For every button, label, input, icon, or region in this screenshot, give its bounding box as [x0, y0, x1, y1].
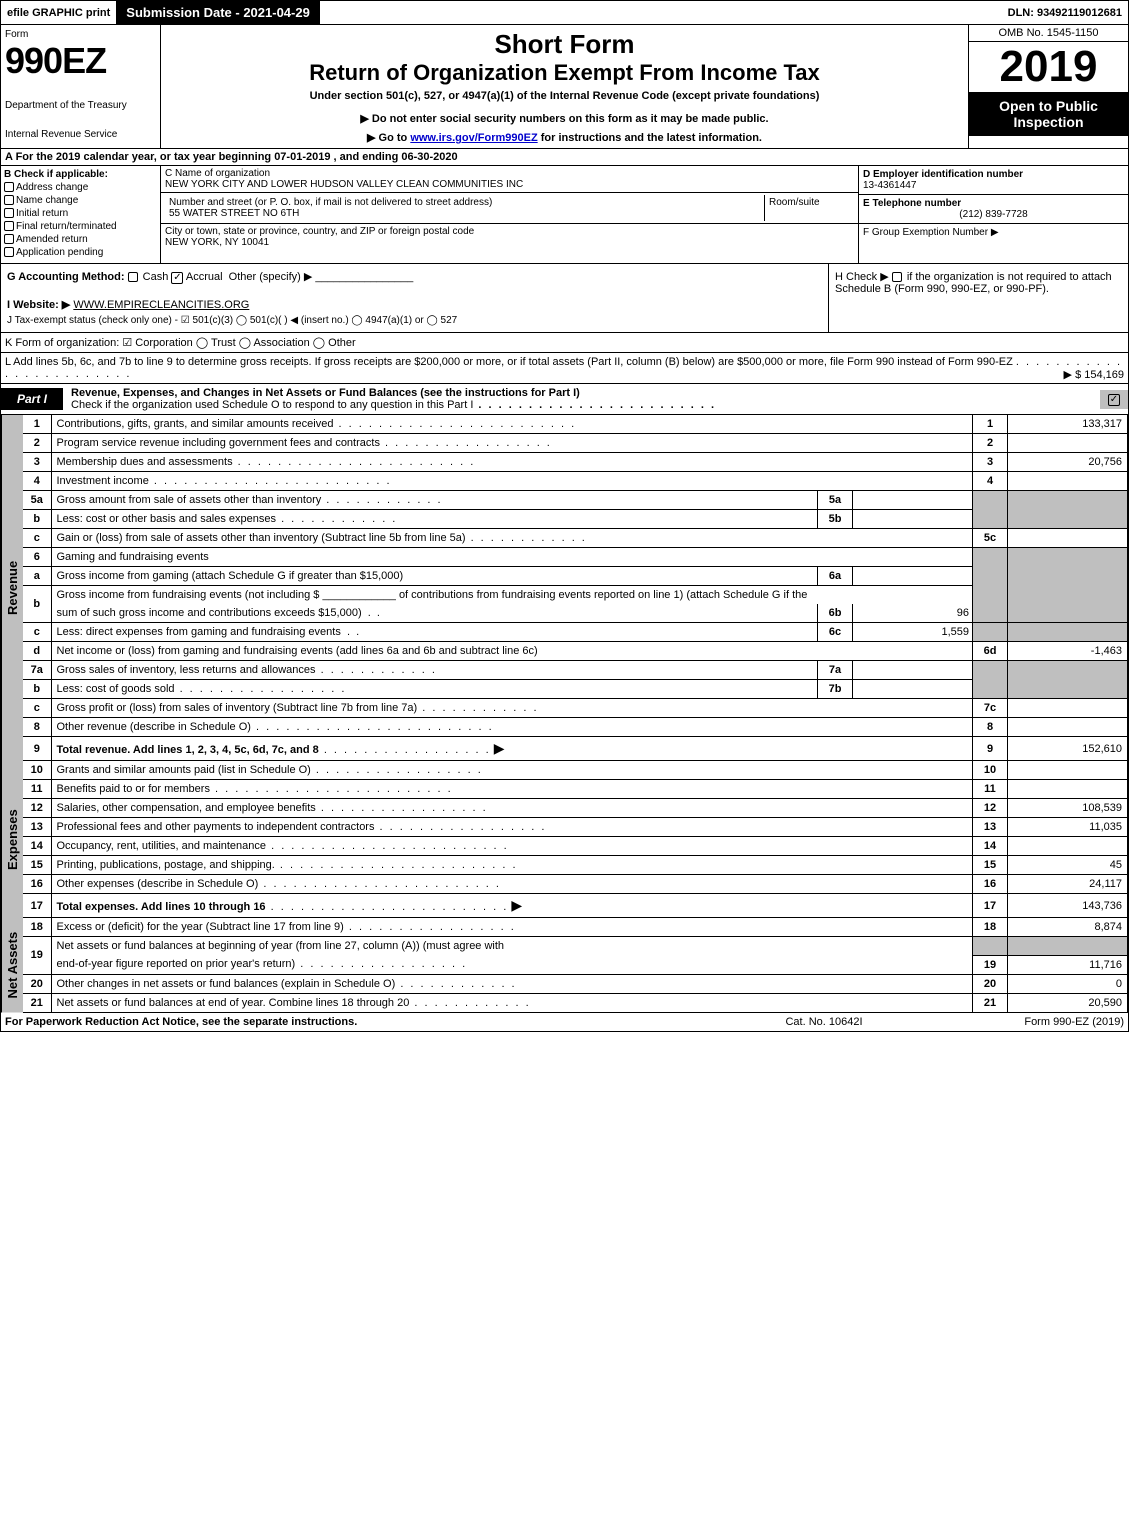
tel-value: (212) 839-7728	[863, 209, 1124, 220]
table-row: bLess: cost or other basis and sales exp…	[23, 510, 1128, 529]
paperwork-notice: For Paperwork Reduction Act Notice, see …	[5, 1016, 724, 1028]
org-info-block: B Check if applicable: Address change Na…	[0, 166, 1129, 264]
footer: For Paperwork Reduction Act Notice, see …	[0, 1013, 1129, 1032]
submission-date: Submission Date - 2021-04-29	[116, 1, 320, 24]
under-section: Under section 501(c), 527, or 4947(a)(1)…	[165, 90, 964, 102]
street-label: Number and street (or P. O. box, if mail…	[169, 197, 760, 208]
irs-link[interactable]: www.irs.gov/Form990EZ	[410, 132, 537, 144]
open-inspection: Open to Public Inspection	[969, 92, 1128, 136]
checkbox-h[interactable]	[892, 272, 902, 282]
ein-label: D Employer identification number	[863, 169, 1023, 180]
c-name-label: C Name of organization	[165, 168, 854, 179]
org-name: NEW YORK CITY AND LOWER HUDSON VALLEY CL…	[165, 179, 523, 190]
table-row: sum of such gross income and contributio…	[23, 604, 1128, 623]
group-exemption-label: F Group Exemption Number ▶	[863, 227, 999, 238]
do-not-enter: ▶ Do not enter social security numbers o…	[165, 112, 964, 125]
section-c: C Name of organization NEW YORK CITY AND…	[161, 166, 858, 263]
table-row: 18Excess or (deficit) for the year (Subt…	[23, 918, 1128, 937]
part-1-header: Part I Revenue, Expenses, and Changes in…	[0, 384, 1129, 415]
table-row: 11Benefits paid to or for members11	[23, 780, 1128, 799]
return-title: Return of Organization Exempt From Incom…	[165, 60, 964, 86]
section-b: B Check if applicable: Address change Na…	[1, 166, 161, 263]
street-value: 55 WATER STREET NO 6TH	[169, 208, 299, 219]
table-row: aGross income from gaming (attach Schedu…	[23, 567, 1128, 586]
city-value: NEW YORK, NY 10041	[165, 237, 269, 248]
line-l: L Add lines 5b, 6c, and 7b to line 9 to …	[0, 353, 1129, 384]
expenses-section: Expenses 10Grants and similar amounts pa…	[0, 761, 1129, 918]
net-assets-section: Net Assets 18Excess or (deficit) for the…	[0, 918, 1129, 1013]
line-h: H Check ▶ if the organization is not req…	[828, 264, 1128, 332]
checkbox-name-change[interactable]	[4, 195, 14, 205]
form-label: Form	[5, 29, 156, 40]
table-row: 9Total revenue. Add lines 1, 2, 3, 4, 5c…	[23, 737, 1128, 761]
part-1-title: Revenue, Expenses, and Changes in Net As…	[63, 384, 1100, 414]
goto-instructions: ▶ Go to www.irs.gov/Form990EZ for instru…	[165, 131, 964, 144]
checkbox-amended-return[interactable]	[4, 234, 14, 244]
line-k: K Form of organization: ☑ Corporation ◯ …	[0, 333, 1129, 353]
table-row: 13Professional fees and other payments t…	[23, 818, 1128, 837]
checkbox-address-change[interactable]	[4, 182, 14, 192]
line-g: G Accounting Method: Cash ✓ Accrual Othe…	[7, 270, 822, 284]
table-row: 2Program service revenue including gover…	[23, 434, 1128, 453]
ein-value: 13-4361447	[863, 180, 916, 191]
table-row: 15Printing, publications, postage, and s…	[23, 856, 1128, 875]
cat-no: Cat. No. 10642I	[724, 1016, 924, 1028]
table-row: 1Contributions, gifts, grants, and simil…	[23, 415, 1128, 434]
net-assets-label: Net Assets	[1, 918, 23, 1013]
table-row: bLess: cost of goods sold7b	[23, 680, 1128, 699]
table-row: 5aGross amount from sale of assets other…	[23, 491, 1128, 510]
form-ref: Form 990-EZ (2019)	[924, 1016, 1124, 1028]
dln: DLN: 93492119012681	[1002, 5, 1128, 21]
line-i: I Website: ▶ WWW.EMPIRECLEANCITIES.ORG	[7, 298, 822, 311]
table-row: 14Occupancy, rent, utilities, and mainte…	[23, 837, 1128, 856]
irs: Internal Revenue Service	[5, 129, 156, 140]
tax-year: 2019	[969, 42, 1128, 92]
revenue-label: Revenue	[1, 415, 23, 761]
efile-label[interactable]: efile GRAPHIC print	[1, 5, 116, 21]
expenses-label: Expenses	[1, 761, 23, 918]
website-value[interactable]: WWW.EMPIRECLEANCITIES.ORG	[73, 299, 249, 311]
b-label: B Check if applicable:	[4, 169, 157, 180]
checkbox-final-return[interactable]	[4, 221, 14, 231]
form-number: 990EZ	[5, 40, 156, 82]
short-form-title: Short Form	[165, 29, 964, 60]
table-row: cGain or (loss) from sale of assets othe…	[23, 529, 1128, 548]
table-row: 17Total expenses. Add lines 10 through 1…	[23, 894, 1128, 918]
table-row: 19Net assets or fund balances at beginni…	[23, 937, 1128, 956]
table-row: bGross income from fundraising events (n…	[23, 586, 1128, 605]
table-row: 8Other revenue (describe in Schedule O)8	[23, 718, 1128, 737]
gh-row: G Accounting Method: Cash ✓ Accrual Othe…	[0, 264, 1129, 333]
table-row: 3Membership dues and assessments320,756	[23, 453, 1128, 472]
table-row: 20Other changes in net assets or fund ba…	[23, 974, 1128, 993]
checkbox-application-pending[interactable]	[4, 247, 14, 257]
line-l-amount: ▶ $ 154,169	[1064, 368, 1124, 381]
table-row: 21Net assets or fund balances at end of …	[23, 993, 1128, 1012]
table-row: cLess: direct expenses from gaming and f…	[23, 623, 1128, 642]
city-label: City or town, state or province, country…	[165, 226, 854, 237]
part-1-tab: Part I	[1, 388, 63, 410]
omb-number: OMB No. 1545-1150	[969, 25, 1128, 42]
table-row: end-of-year figure reported on prior yea…	[23, 955, 1128, 974]
table-row: 12Salaries, other compensation, and empl…	[23, 799, 1128, 818]
line-a: A For the 2019 calendar year, or tax yea…	[0, 149, 1129, 166]
table-row: dNet income or (loss) from gaming and fu…	[23, 642, 1128, 661]
checkbox-accrual[interactable]: ✓	[171, 272, 183, 284]
table-row: 4Investment income4	[23, 472, 1128, 491]
table-row: 10Grants and similar amounts paid (list …	[23, 761, 1128, 780]
room-label: Room/suite	[769, 197, 850, 208]
checkbox-initial-return[interactable]	[4, 208, 14, 218]
section-def: D Employer identification number 13-4361…	[858, 166, 1128, 263]
revenue-section: Revenue 1Contributions, gifts, grants, a…	[0, 415, 1129, 761]
checkbox-cash[interactable]	[128, 272, 138, 282]
table-row: 16Other expenses (describe in Schedule O…	[23, 875, 1128, 894]
part-1-checkbox[interactable]: ✓	[1108, 394, 1120, 406]
line-j: J Tax-exempt status (check only one) - ☑…	[7, 315, 822, 326]
form-header: Form 990EZ Department of the Treasury In…	[0, 25, 1129, 149]
table-row: 6Gaming and fundraising events	[23, 548, 1128, 567]
table-row: 7aGross sales of inventory, less returns…	[23, 661, 1128, 680]
tel-label: E Telephone number	[863, 198, 961, 209]
department: Department of the Treasury	[5, 100, 156, 111]
top-bar: efile GRAPHIC print Submission Date - 20…	[0, 0, 1129, 25]
table-row: cGross profit or (loss) from sales of in…	[23, 699, 1128, 718]
